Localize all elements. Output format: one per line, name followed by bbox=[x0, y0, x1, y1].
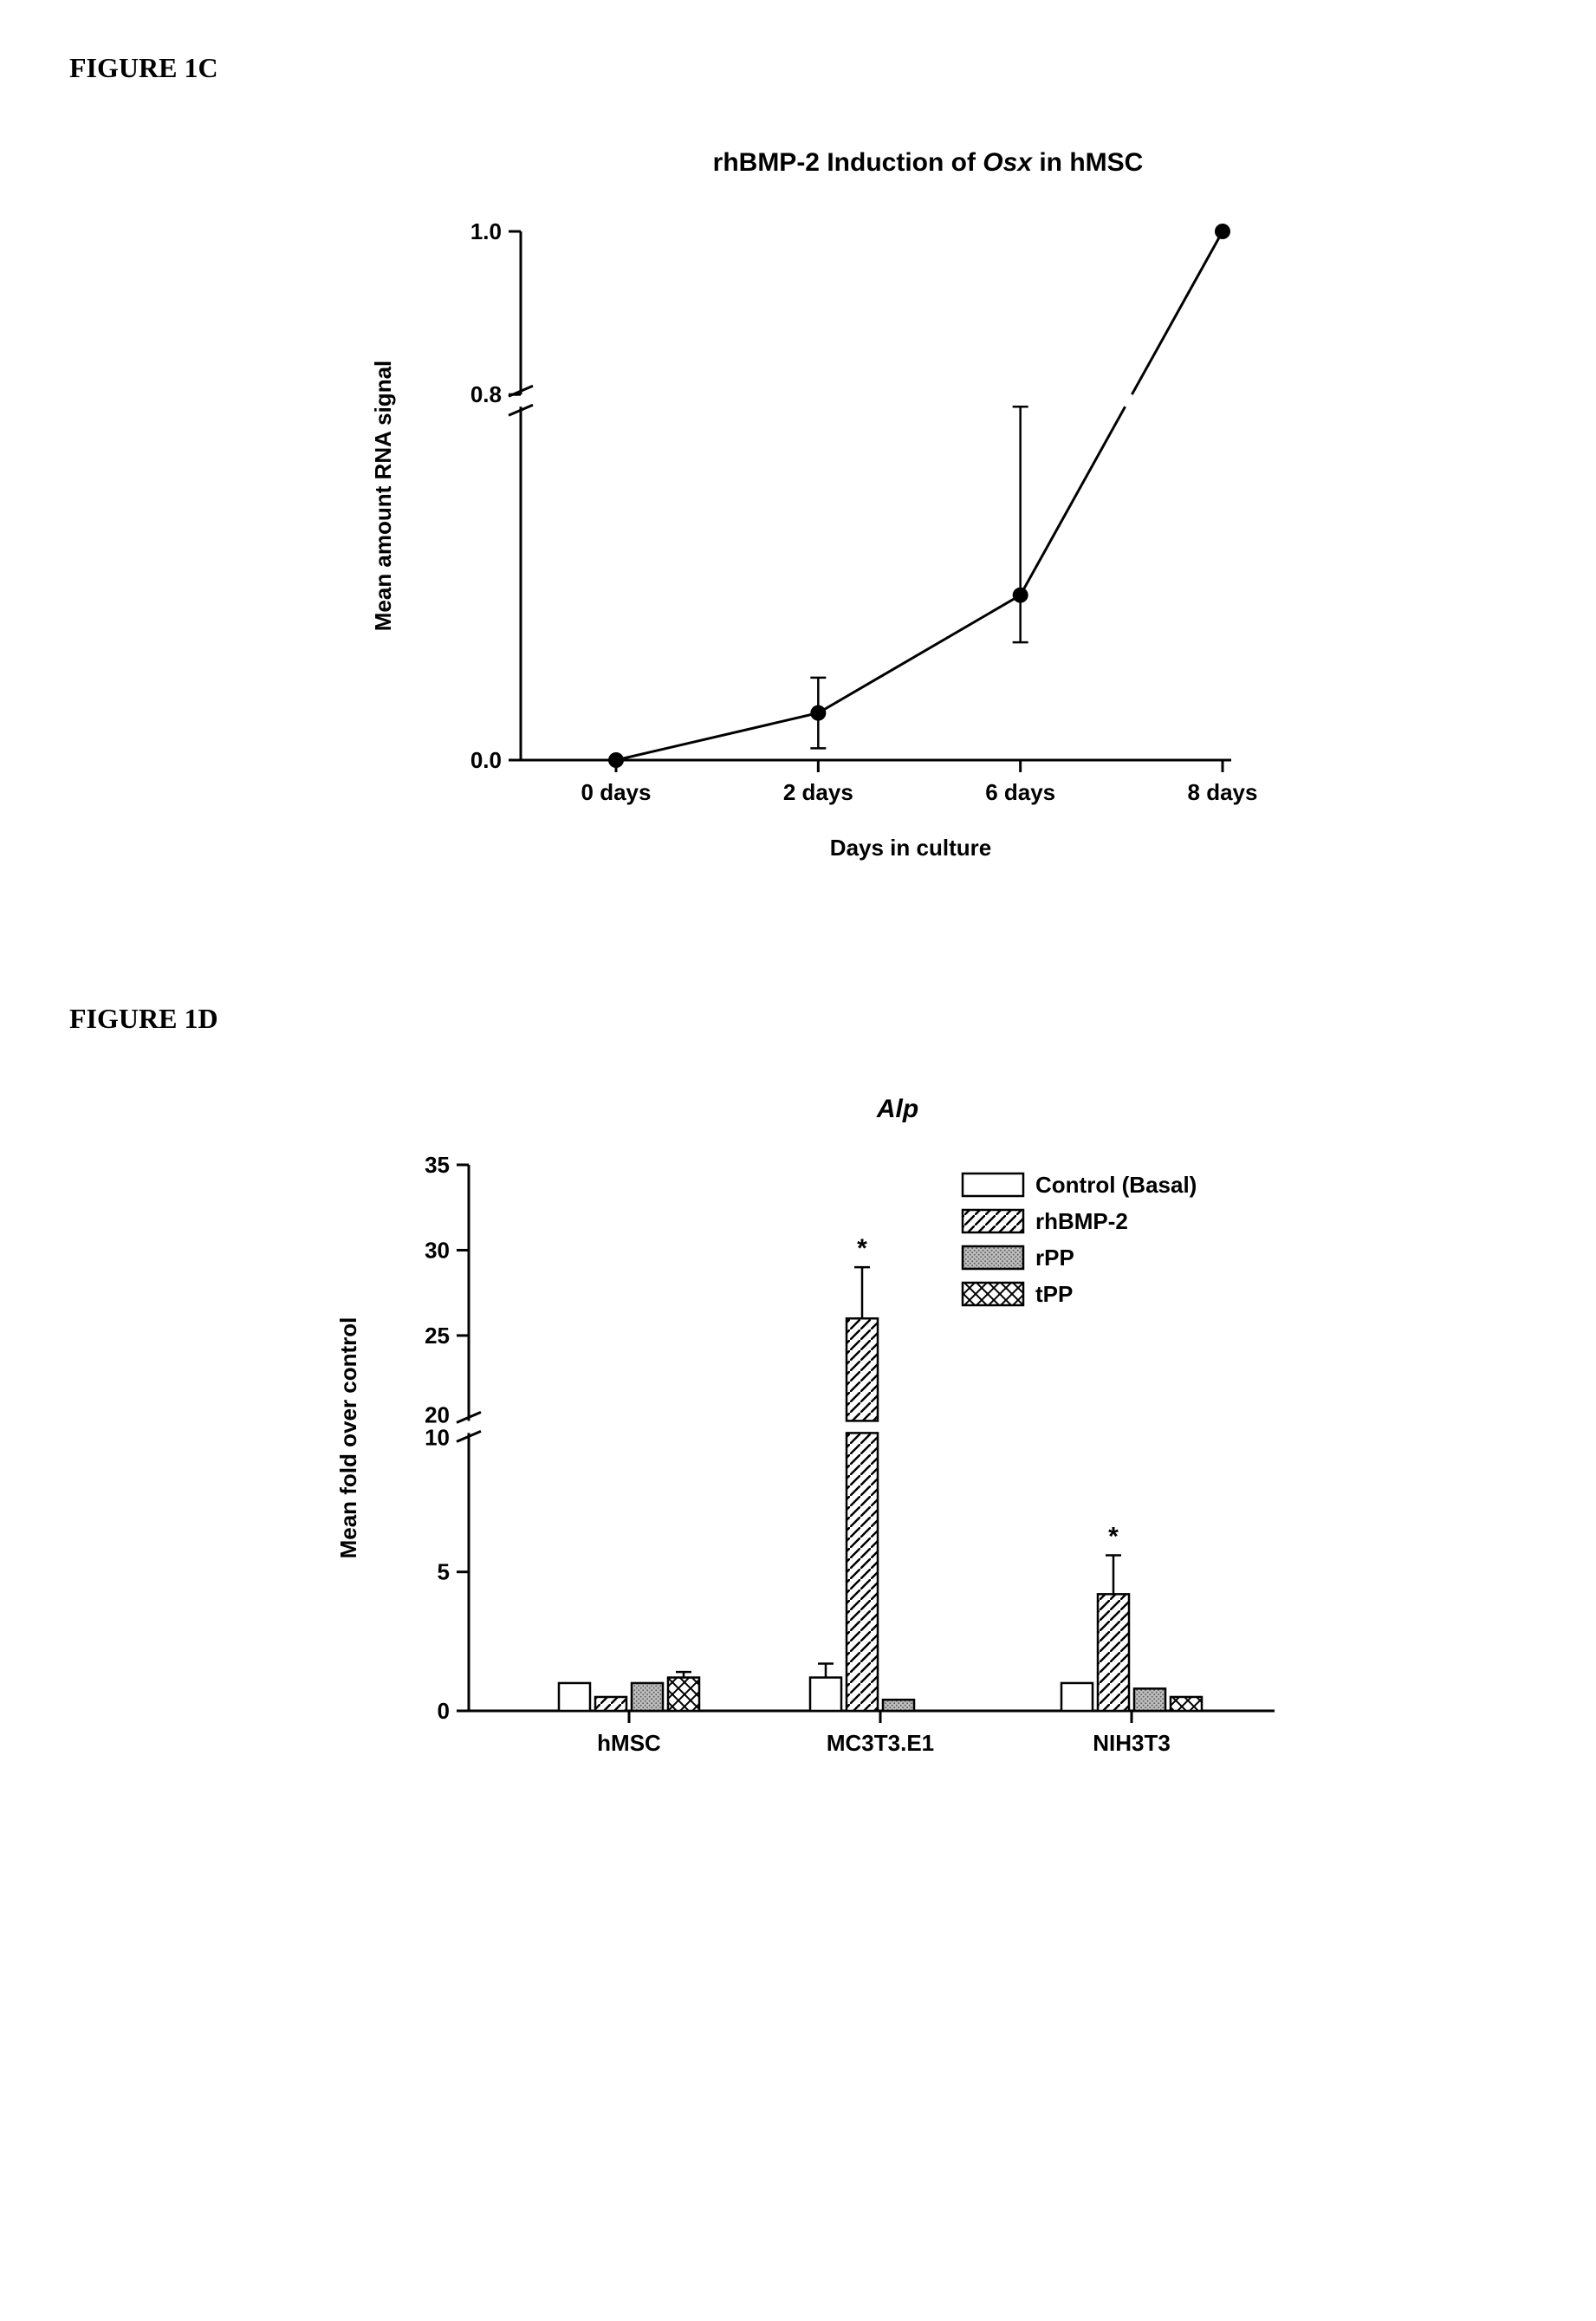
figure-1c-label: FIGURE 1C bbox=[69, 52, 1527, 84]
svg-text:Control (Basal): Control (Basal) bbox=[1035, 1172, 1197, 1198]
svg-text:NIH3T3: NIH3T3 bbox=[1093, 1730, 1171, 1756]
svg-text:6 days: 6 days bbox=[985, 779, 1055, 805]
figure-1d-chart: Alp 0 5 1020 25 30 35 Mean fold over control hMS… bbox=[69, 1069, 1527, 1806]
svg-text:20: 20 bbox=[425, 1401, 450, 1427]
svg-text:2 days: 2 days bbox=[783, 779, 853, 805]
svg-text:Mean fold over control: Mean fold over control bbox=[335, 1317, 361, 1559]
svg-text:Mean amount RNA signal: Mean amount RNA signal bbox=[370, 361, 396, 632]
svg-text:rhBMP-2 Induction of Osx in hM: rhBMP-2 Induction of Osx in hMSC bbox=[713, 148, 1144, 177]
figure-1d-label: FIGURE 1D bbox=[69, 1003, 1527, 1035]
svg-text:5: 5 bbox=[438, 1559, 450, 1585]
svg-text:0.0: 0.0 bbox=[470, 747, 502, 773]
svg-text:*: * bbox=[1108, 1522, 1119, 1551]
svg-text:0: 0 bbox=[438, 1698, 450, 1724]
svg-text:Alp: Alp bbox=[876, 1095, 918, 1123]
figure-1d-svg: Alp 0 5 1020 25 30 35 Mean fold over control hMS… bbox=[278, 1069, 1318, 1806]
svg-text:*: * bbox=[857, 1234, 867, 1263]
svg-text:0 days: 0 days bbox=[581, 779, 652, 805]
svg-text:25: 25 bbox=[425, 1323, 450, 1349]
svg-text:35: 35 bbox=[425, 1152, 450, 1178]
svg-text:0.8: 0.8 bbox=[470, 381, 502, 407]
svg-text:8 days: 8 days bbox=[1188, 779, 1258, 805]
figure-1c-svg: rhBMP-2 Induction of Osx in hMSC 0.0 0.8 1.… bbox=[321, 119, 1275, 899]
figure-1c-chart: rhBMP-2 Induction of Osx in hMSC 0.0 0.8 1.… bbox=[69, 119, 1527, 899]
svg-text:10: 10 bbox=[425, 1424, 450, 1450]
svg-text:30: 30 bbox=[425, 1237, 450, 1263]
svg-text:hMSC: hMSC bbox=[597, 1730, 661, 1756]
svg-text:rPP: rPP bbox=[1035, 1245, 1074, 1271]
svg-text:Days in culture: Days in culture bbox=[830, 835, 991, 861]
svg-text:1.0: 1.0 bbox=[470, 218, 502, 244]
svg-text:MC3T3.E1: MC3T3.E1 bbox=[827, 1730, 934, 1756]
svg-text:tPP: tPP bbox=[1035, 1281, 1073, 1307]
svg-text:rhBMP-2: rhBMP-2 bbox=[1035, 1208, 1128, 1234]
